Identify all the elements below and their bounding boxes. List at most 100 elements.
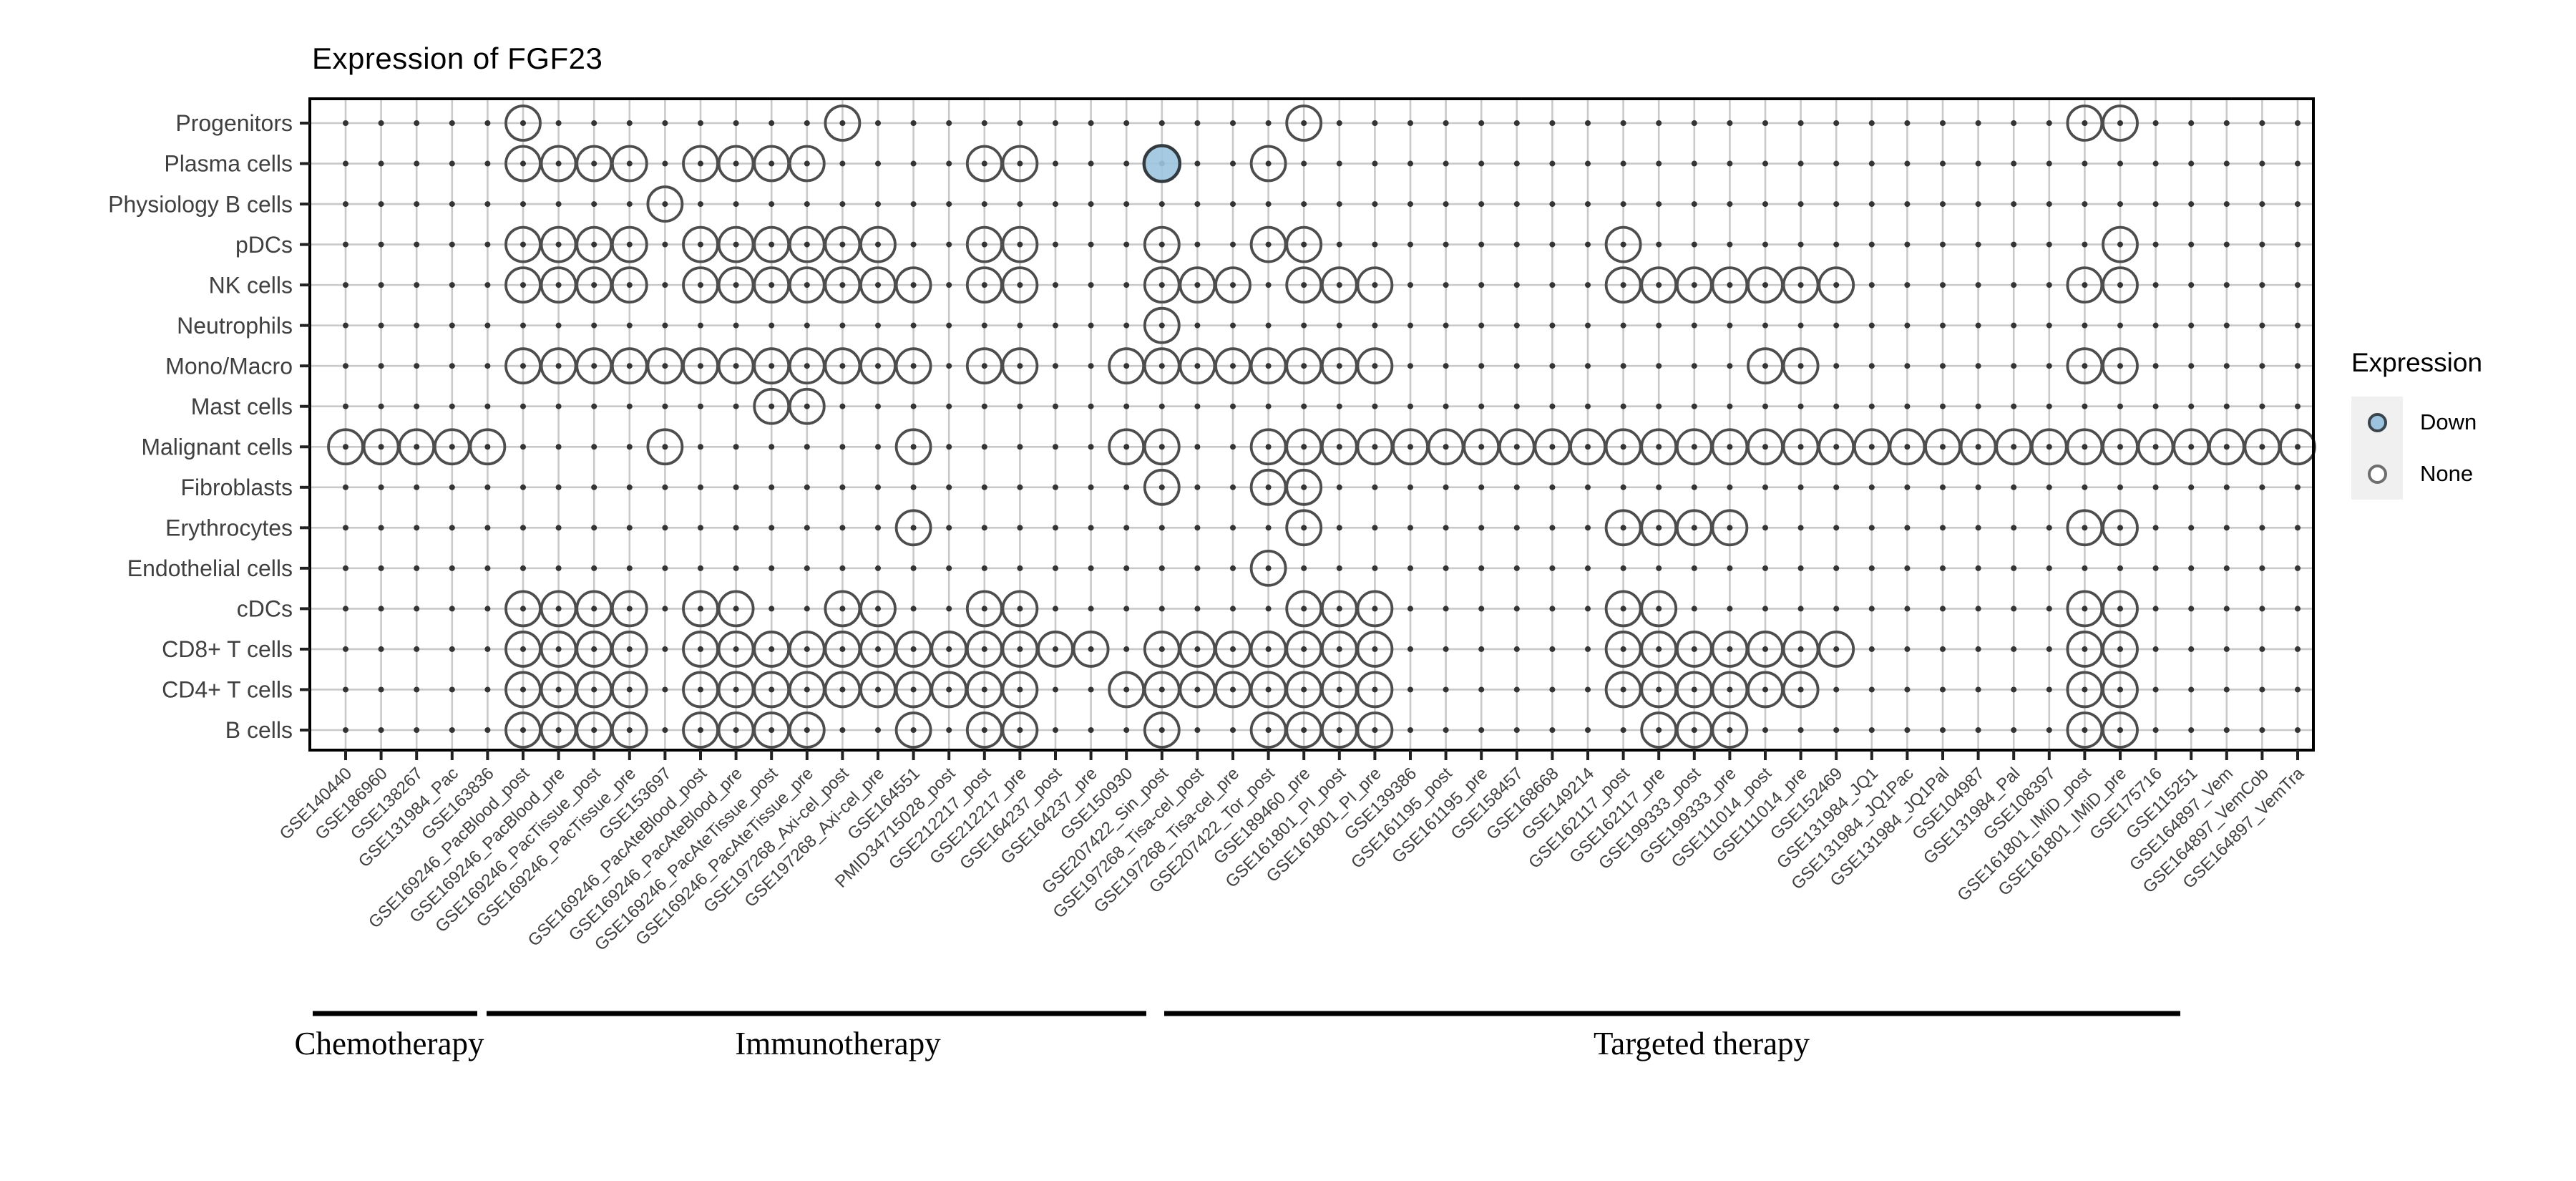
grid-intersection-dot (1762, 241, 1768, 248)
grid-intersection-dot (1549, 444, 1556, 450)
grid-intersection-dot (875, 726, 881, 733)
grid-intersection-dot (1053, 363, 1058, 369)
data-point-none (1356, 671, 1394, 709)
grid-intersection-dot (2259, 565, 2265, 571)
grid-intersection-dot (1549, 525, 1556, 531)
grid-intersection-dot (1727, 686, 1733, 693)
data-point-none (610, 266, 648, 304)
grid-intersection-dot (981, 646, 987, 652)
grid-intersection-dot (1727, 282, 1733, 288)
grid-intersection-dot (1123, 484, 1130, 490)
grid-intersection-dot (343, 120, 348, 126)
grid-intersection-dot (1797, 241, 1804, 248)
y-axis-label: Physiology B cells (108, 191, 293, 217)
grid-intersection-dot (449, 160, 455, 167)
grid-intersection-dot (769, 160, 775, 167)
data-point-none (1214, 266, 1252, 304)
grid-intersection-dot (414, 726, 420, 733)
grid-intersection-dot (1585, 726, 1591, 733)
grid-intersection-dot (698, 201, 703, 208)
grid-intersection-dot (555, 241, 562, 248)
data-point-none (894, 711, 932, 749)
grid-intersection-dot (1194, 160, 1201, 167)
grid-intersection-dot (2011, 201, 2017, 208)
grid-intersection-dot (1727, 120, 1733, 126)
grid-intersection-dot (1513, 444, 1520, 450)
grid-intersection-dot (378, 201, 384, 208)
grid-intersection-dot (769, 201, 775, 208)
grid-intersection-dot (1478, 282, 1485, 288)
data-point-none (2102, 225, 2139, 263)
grid-intersection-dot (1407, 444, 1413, 450)
grid-intersection-dot (1478, 403, 1485, 409)
grid-intersection-dot (1727, 525, 1733, 531)
grid-intersection-dot (1407, 525, 1413, 531)
grid-intersection-dot (981, 322, 987, 329)
grid-intersection-dot (981, 363, 987, 369)
grid-intersection-dot (1088, 525, 1094, 531)
grid-intersection-dot (910, 282, 917, 288)
grid-intersection-dot (1940, 484, 1946, 490)
grid-intersection-dot (1904, 525, 1911, 531)
grid-intersection-dot (555, 363, 562, 369)
grid-intersection-dot (875, 160, 881, 167)
grid-intersection-dot (910, 525, 917, 531)
grid-intersection-dot (1975, 646, 1981, 652)
grid-intersection-dot (769, 403, 775, 409)
grid-intersection-dot (1230, 726, 1236, 733)
grid-intersection-dot (1265, 444, 1272, 450)
grid-intersection-dot (1443, 241, 1449, 248)
grid-intersection-dot (1372, 565, 1378, 571)
grid-intersection-dot (1549, 403, 1556, 409)
grid-intersection-dot (662, 201, 668, 208)
grid-intersection-dot (2152, 444, 2159, 450)
y-axis-label: B cells (225, 717, 293, 743)
y-axis-label: Mono/Macro (165, 353, 293, 379)
grid-intersection-dot (981, 201, 987, 208)
grid-intersection-dot (2011, 322, 2017, 329)
grid-intersection-dot (733, 686, 739, 693)
grid-intersection-dot (1336, 606, 1342, 612)
grid-intersection-dot (1053, 606, 1058, 612)
grid-intersection-dot (1478, 363, 1485, 369)
grid-intersection-dot (2117, 322, 2123, 329)
grid-intersection-dot (946, 120, 952, 126)
grid-intersection-dot (1230, 363, 1236, 369)
grid-intersection-dot (1975, 726, 1981, 733)
grid-intersection-dot (555, 525, 562, 531)
grid-intersection-dot (414, 282, 420, 288)
grid-intersection-dot (1407, 606, 1413, 612)
grid-intersection-dot (1443, 726, 1449, 733)
grid-intersection-dot (769, 282, 775, 288)
grid-intersection-dot (2223, 241, 2230, 248)
grid-intersection-dot (1833, 444, 1840, 450)
grid-intersection-dot (875, 525, 881, 531)
grid-intersection-dot (698, 322, 703, 329)
grid-intersection-dot (662, 160, 668, 167)
grid-intersection-dot (1762, 201, 1768, 208)
grid-intersection-dot (733, 363, 739, 369)
grid-intersection-dot (343, 403, 348, 409)
grid-intersection-dot (343, 484, 348, 490)
grid-intersection-dot (1691, 686, 1697, 693)
grid-intersection-dot (2082, 201, 2088, 208)
y-axis-label: cDCs (237, 596, 293, 622)
grid-intersection-dot (1797, 646, 1804, 652)
grid-intersection-dot (1478, 686, 1485, 693)
grid-intersection-dot (1017, 120, 1023, 126)
grid-intersection-dot (591, 363, 597, 369)
data-point-none (646, 428, 684, 466)
grid-intersection-dot (2295, 726, 2301, 733)
grid-intersection-dot (1833, 201, 1840, 208)
grid-intersection-dot (343, 363, 348, 369)
grid-intersection-dot (1868, 403, 1875, 409)
grid-intersection-dot (2188, 160, 2195, 167)
grid-intersection-dot (733, 120, 739, 126)
grid-intersection-dot (804, 160, 810, 167)
grid-intersection-dot (1443, 444, 1449, 450)
grid-intersection-dot (1691, 160, 1697, 167)
grid-intersection-dot (1230, 686, 1236, 693)
grid-intersection-dot (1585, 363, 1591, 369)
grid-intersection-dot (1549, 606, 1556, 612)
grid-intersection-dot (981, 565, 987, 571)
